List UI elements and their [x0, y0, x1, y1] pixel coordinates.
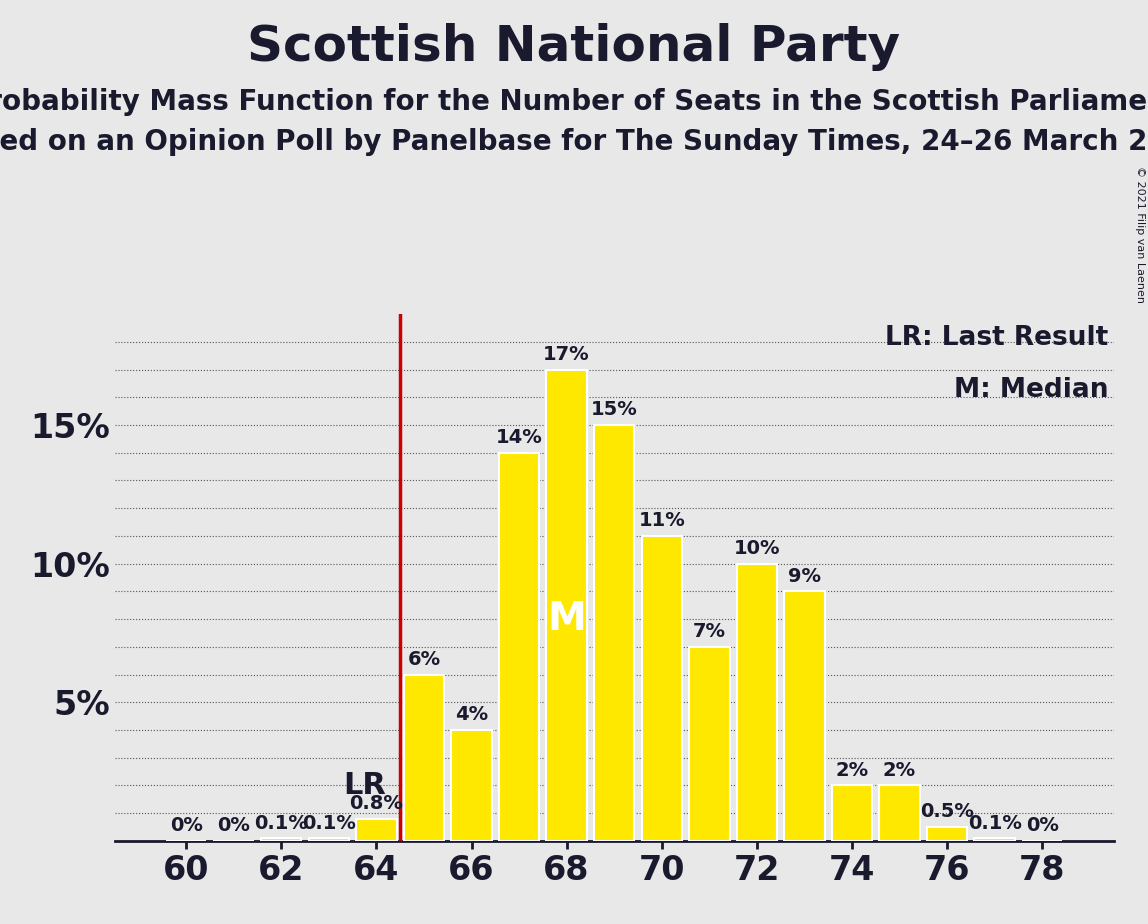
Text: LR: Last Result: LR: Last Result [885, 324, 1109, 351]
Text: 0.8%: 0.8% [349, 794, 403, 813]
Bar [689, 647, 729, 841]
Text: 15%: 15% [591, 400, 637, 419]
Text: Scottish National Party: Scottish National Party [248, 23, 900, 71]
Text: 17%: 17% [543, 345, 590, 364]
Bar [737, 564, 777, 841]
Bar [642, 536, 682, 841]
Bar [832, 785, 872, 841]
Text: 0%: 0% [170, 816, 202, 835]
Bar [594, 425, 635, 841]
Text: 0.1%: 0.1% [302, 813, 356, 833]
Text: M: Median: M: Median [954, 377, 1109, 404]
Text: 10%: 10% [734, 539, 781, 558]
Bar [546, 370, 587, 841]
Text: M: M [548, 600, 585, 638]
Text: 0%: 0% [217, 816, 250, 835]
Text: 11%: 11% [638, 511, 685, 530]
Bar [356, 819, 396, 841]
Text: 7%: 7% [692, 622, 726, 641]
Text: © 2021 Filip van Laenen: © 2021 Filip van Laenen [1135, 166, 1145, 303]
Text: 0%: 0% [1026, 816, 1058, 835]
Bar [499, 453, 540, 841]
Bar [309, 838, 349, 841]
Text: 2%: 2% [836, 760, 869, 780]
Text: Probability Mass Function for the Number of Seats in the Scottish Parliament: Probability Mass Function for the Number… [0, 88, 1148, 116]
Bar [451, 730, 491, 841]
Text: 0.1%: 0.1% [968, 813, 1022, 833]
Text: 6%: 6% [408, 650, 441, 669]
Text: 0.5%: 0.5% [921, 802, 974, 821]
Text: 4%: 4% [455, 705, 488, 724]
Text: 14%: 14% [496, 428, 543, 447]
Bar [404, 675, 444, 841]
Bar [926, 827, 968, 841]
Text: 0.1%: 0.1% [255, 813, 308, 833]
Bar [784, 591, 824, 841]
Bar [261, 838, 302, 841]
Text: 2%: 2% [883, 760, 916, 780]
Bar [879, 785, 920, 841]
Text: Based on an Opinion Poll by Panelbase for The Sunday Times, 24–26 March 2020: Based on an Opinion Poll by Panelbase fo… [0, 128, 1148, 155]
Text: LR: LR [343, 771, 386, 800]
Bar [975, 838, 1015, 841]
Text: 9%: 9% [788, 566, 821, 586]
